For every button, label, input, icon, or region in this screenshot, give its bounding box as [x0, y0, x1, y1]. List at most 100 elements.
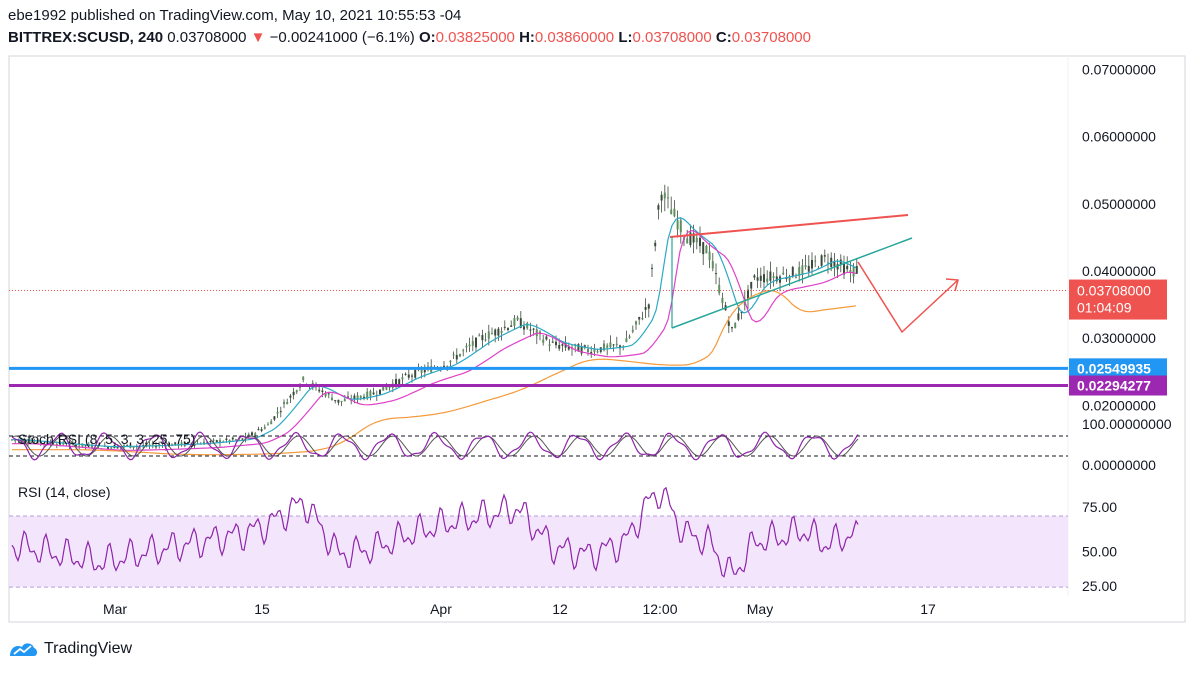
- candle-body: [721, 297, 724, 304]
- candle-body: [84, 445, 87, 447]
- candle-body: [155, 445, 157, 448]
- candle-body: [657, 205, 660, 210]
- down-arrow-icon: ▼: [250, 29, 266, 46]
- candle-body: [183, 442, 186, 446]
- candle-body: [791, 267, 794, 277]
- candle-body: [795, 276, 797, 278]
- candle-body: [500, 330, 503, 333]
- price-axis-tick: 0.06000000: [1082, 129, 1156, 145]
- candle-body: [516, 317, 519, 320]
- candle-body: [407, 374, 410, 378]
- candle-body: [644, 307, 647, 310]
- candle-body: [769, 271, 772, 281]
- candle-body: [212, 439, 215, 441]
- candle-body: [356, 395, 359, 400]
- ohlc-header: BITTREX:SCUSD, 240 0.03708000 ▼ −0.00241…: [8, 29, 811, 46]
- high-label: H:: [519, 29, 535, 46]
- candle-body: [46, 440, 49, 444]
- candle-body: [567, 345, 570, 350]
- low-value: 0.03708000: [632, 29, 712, 46]
- candle-body: [299, 386, 301, 388]
- candle-body: [209, 441, 212, 443]
- candle-body: [846, 265, 849, 270]
- rsi-band: [9, 516, 1068, 588]
- price-change: −0.00241000 (−6.1%): [269, 29, 415, 46]
- ema-fast-line: [12, 217, 857, 448]
- candle-body: [366, 391, 369, 399]
- candle-body: [731, 327, 733, 329]
- candle-body: [91, 444, 93, 448]
- candle-body: [385, 386, 388, 390]
- candle-body: [151, 443, 154, 446]
- candle-body: [33, 441, 36, 443]
- candle-body: [302, 376, 305, 381]
- candle-body: [555, 341, 557, 346]
- candle-body: [756, 277, 759, 281]
- candle-body: [247, 434, 250, 437]
- candle-body: [279, 411, 282, 413]
- projection-arrow-icon: [945, 278, 959, 292]
- candle-body: [369, 391, 372, 397]
- candle-body: [647, 304, 650, 309]
- candle-body: [580, 346, 583, 354]
- time-axis-tick: 17: [920, 601, 936, 617]
- candle-body: [811, 259, 813, 269]
- candle-body: [753, 275, 756, 278]
- candle-body: [804, 265, 807, 267]
- candle-body: [497, 328, 500, 336]
- projection-path: [857, 261, 959, 334]
- candle-body: [772, 276, 775, 278]
- candle-body: [123, 445, 125, 447]
- candle-body: [593, 349, 596, 352]
- candle-body: [39, 441, 42, 443]
- resistance-trendline: [669, 214, 909, 238]
- candle-body: [327, 393, 330, 395]
- candle-body: [455, 354, 458, 360]
- candle-body: [273, 416, 276, 420]
- close-label: C:: [715, 29, 732, 46]
- candle-body: [23, 439, 26, 443]
- candle-body: [231, 437, 234, 440]
- candle-body: [126, 445, 129, 447]
- candle-body: [420, 369, 423, 373]
- candle-body: [267, 424, 269, 426]
- time-axis-tick: Apr: [430, 601, 452, 617]
- candle-body: [462, 350, 465, 352]
- support-purple-box: [1069, 375, 1167, 396]
- candle-body: [257, 429, 260, 431]
- candle-body: [260, 429, 263, 431]
- candle-body: [708, 251, 711, 261]
- support-trendline: [671, 237, 913, 329]
- candle-body: [702, 242, 705, 255]
- countdown-label: 01:04:09: [1077, 300, 1132, 316]
- tradingview-brand: TradingView: [44, 640, 133, 657]
- candle-body: [603, 343, 605, 351]
- candle-body: [193, 444, 196, 446]
- candle-body: [609, 342, 612, 348]
- candle-body: [478, 335, 481, 337]
- candle-body: [577, 344, 580, 352]
- candle-body: [855, 266, 858, 274]
- candle-body: [270, 421, 273, 425]
- candle-body: [337, 399, 340, 403]
- tradingview-footer[interactable]: TradingView: [8, 640, 132, 658]
- candle-body: [763, 274, 765, 283]
- time-axis-tick: 15: [254, 601, 270, 617]
- candle-body: [625, 338, 628, 343]
- price-axis-tick: 0.02000000: [1082, 397, 1156, 413]
- candle-body: [775, 276, 778, 282]
- candle-body: [292, 391, 295, 396]
- candle-body: [833, 260, 836, 267]
- rsi-axis-tick: 75.00: [1082, 499, 1117, 515]
- candle-body: [596, 351, 599, 353]
- rsi-axis-tick: 25.00: [1082, 578, 1117, 594]
- candle-body: [343, 399, 346, 402]
- rsi-title: RSI (14, close): [18, 484, 111, 500]
- candle-body: [807, 265, 810, 272]
- candle-body: [347, 396, 349, 398]
- candle-body: [718, 284, 721, 294]
- time-axis-tick: Mar: [103, 601, 127, 617]
- candle-body: [219, 440, 221, 444]
- candle-body: [503, 326, 506, 328]
